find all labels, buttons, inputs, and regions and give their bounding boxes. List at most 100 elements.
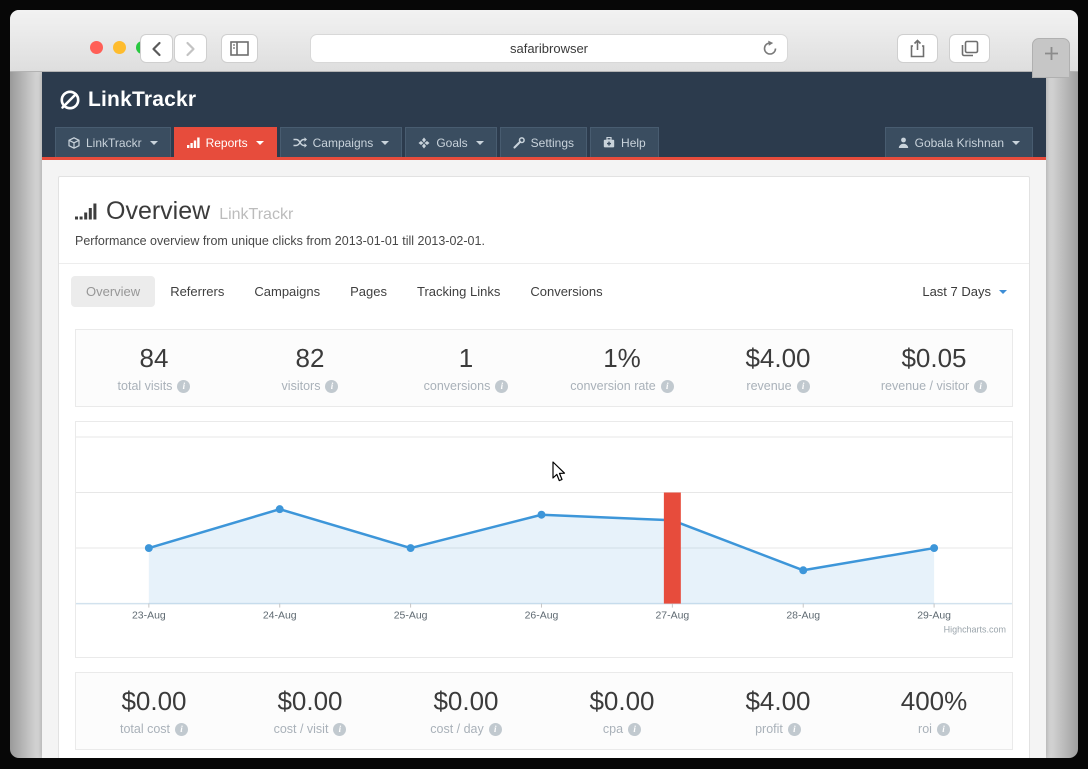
page-title: Overview <box>106 197 211 225</box>
info-icon[interactable]: i <box>495 379 509 393</box>
bar-chart-icon <box>186 137 200 148</box>
reload-button[interactable] <box>762 40 778 60</box>
report-tabs: Overview Referrers Campaigns Pages Track… <box>59 264 1029 315</box>
nav-label: Goals <box>436 135 468 150</box>
brand[interactable]: LinkTrackr <box>58 88 196 112</box>
report-card: Overview LinkTrackr Performance overview… <box>58 176 1030 758</box>
medkit-icon <box>603 137 615 148</box>
svg-text:24-Aug: 24-Aug <box>263 611 297 622</box>
caret-down-icon <box>1012 140 1020 145</box>
new-tab-button[interactable] <box>1032 38 1070 78</box>
stat-total-visits: 84 total visits i <box>76 330 232 406</box>
stat-cost-day: $0.00 cost / day i <box>388 673 544 749</box>
stat-label: total visits <box>117 379 173 393</box>
nav-item-reports[interactable]: Reports <box>173 127 277 157</box>
tab-overview-icon <box>961 40 978 57</box>
stat-revenue-visitor: $0.05 revenue / visitor i <box>856 330 1012 406</box>
stat-profit: $4.00 profit i <box>700 673 856 749</box>
address-bar[interactable]: safaribrowser <box>310 34 788 63</box>
nav-item-campaigns[interactable]: Campaigns <box>279 127 403 157</box>
info-icon[interactable]: i <box>974 379 988 393</box>
caret-down-icon <box>381 140 390 145</box>
stat-roi: 400% roi i <box>856 673 1012 749</box>
back-button[interactable] <box>140 34 173 63</box>
stat-label: cpa <box>602 722 624 736</box>
cube-icon <box>68 136 80 149</box>
nav-item-help[interactable]: Help <box>590 127 659 157</box>
tab-conversions[interactable]: Conversions <box>530 284 603 299</box>
info-icon[interactable]: i <box>177 379 191 393</box>
page-subtitle: Performance overview from unique clicks … <box>75 234 485 248</box>
caret-down-icon <box>255 140 264 145</box>
tab-tracking-links[interactable]: Tracking Links <box>417 284 501 299</box>
svg-text:29-Aug: 29-Aug <box>917 611 951 622</box>
date-range-selector[interactable]: Last 7 Days <box>922 284 1017 299</box>
stat-label: visitors <box>281 379 321 393</box>
browser-window: safaribrowser <box>10 10 1078 758</box>
tab-referrers[interactable]: Referrers <box>170 284 225 299</box>
new-tab-icon <box>1044 47 1058 60</box>
reload-icon <box>763 40 777 55</box>
forward-icon <box>186 41 195 56</box>
info-icon[interactable]: i <box>175 722 189 736</box>
stat-label: total cost <box>119 722 171 736</box>
svg-text:26-Aug: 26-Aug <box>525 611 559 622</box>
stat-label: roi <box>918 722 932 736</box>
accent-divider <box>42 157 1046 160</box>
address-bar-text: safaribrowser <box>509 41 589 56</box>
stat-value: 84 <box>139 343 169 373</box>
stat-label: profit <box>755 722 783 736</box>
info-icon[interactable]: i <box>796 379 810 393</box>
share-button[interactable] <box>897 34 938 63</box>
back-icon <box>152 41 161 56</box>
minimize-window-icon[interactable] <box>113 41 126 54</box>
tab-campaigns[interactable]: Campaigns <box>254 284 321 299</box>
tab-pages[interactable]: Pages <box>350 284 388 299</box>
stat-value: $0.05 <box>901 343 967 373</box>
close-window-icon[interactable] <box>90 41 103 54</box>
stat-value: $0.00 <box>277 686 343 716</box>
nav-label: Settings <box>530 135 575 150</box>
sidebar-icon <box>230 41 249 56</box>
report-header: Overview LinkTrackr Performance overview… <box>59 177 1029 264</box>
stat-visitors: 82 visitors i <box>232 330 388 406</box>
page-content: Overview LinkTrackr Performance overview… <box>42 160 1046 758</box>
show-tabs-button[interactable] <box>949 34 990 63</box>
tab-overview[interactable]: Overview <box>71 276 156 307</box>
site-header: LinkTrackr <box>42 72 1046 127</box>
stat-value: $4.00 <box>745 686 811 716</box>
nav-item-goals[interactable]: Goals <box>405 127 497 157</box>
caret-down-icon <box>149 140 158 145</box>
info-icon[interactable]: i <box>488 722 502 736</box>
nav-label: Campaigns <box>312 135 374 150</box>
report-bars-icon <box>75 203 97 220</box>
info-icon[interactable]: i <box>628 722 642 736</box>
forward-button[interactable] <box>174 34 207 63</box>
date-range-label: Last 7 Days <box>922 284 991 299</box>
nav-item-linktrackr[interactable]: LinkTrackr <box>55 127 171 157</box>
nav-item-settings[interactable]: Settings <box>499 127 588 157</box>
info-icon[interactable]: i <box>325 379 339 393</box>
user-name: Gobala Krishnan <box>914 135 1004 150</box>
user-menu[interactable]: Gobala Krishnan <box>884 127 1033 157</box>
browser-toolbar: safaribrowser <box>10 10 1078 78</box>
info-icon[interactable]: i <box>333 722 347 736</box>
stat-value: $0.00 <box>433 686 499 716</box>
caret-down-icon <box>475 140 484 145</box>
stats-top: 84 total visits i 82 visitors i 1 conversi… <box>75 329 1013 407</box>
linktrackr-logo-icon <box>60 90 80 109</box>
info-icon[interactable]: i <box>936 722 950 736</box>
stat-value: 400% <box>900 686 968 716</box>
sidebar-toggle-button[interactable] <box>221 34 258 63</box>
nav-label: Reports <box>205 135 248 150</box>
stat-label: conversion rate <box>570 379 656 393</box>
stats-bottom: $0.00 total cost i $0.00 cost / visit i $0… <box>75 672 1013 750</box>
traffic-chart: 23-Aug 24-Aug 25-Aug 26-Aug 27-Aug 28-Aug 29-A… <box>75 421 1013 658</box>
info-icon[interactable]: i <box>787 722 801 736</box>
caret-down-icon <box>999 289 1007 294</box>
stat-label: cost / visit <box>273 722 329 736</box>
svg-text:28-Aug: 28-Aug <box>786 611 820 622</box>
share-icon <box>910 39 925 58</box>
svg-text:23-Aug: 23-Aug <box>132 611 166 622</box>
info-icon[interactable]: i <box>660 379 674 393</box>
